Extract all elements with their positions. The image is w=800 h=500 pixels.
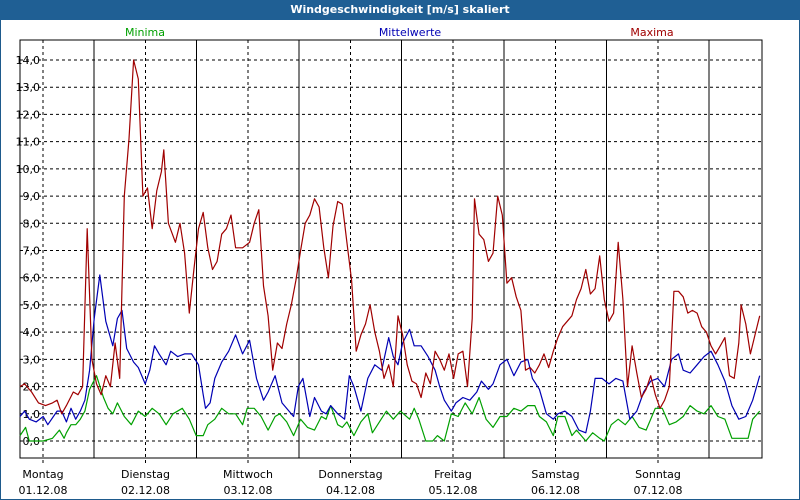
x-tick-date: 03.12.08 <box>224 484 273 497</box>
legend-mittelwerte: Mittelwerte <box>379 26 442 39</box>
x-tick-weekday: Montag <box>22 468 63 481</box>
y-tick-label: 13,0 <box>16 81 41 94</box>
x-tick-date: 07.12.08 <box>634 484 683 497</box>
y-tick-label: 9,0 <box>23 190 41 203</box>
y-tick-label: 1,0 <box>23 408 41 421</box>
x-tick-weekday: Samstag <box>531 468 579 481</box>
y-tick-label: 3,0 <box>23 353 41 366</box>
series-line-mittelwerte <box>19 274 761 434</box>
y-tick-label: 14,0 <box>16 54 41 67</box>
y-tick-label: 8,0 <box>23 217 41 230</box>
y-tick-label: 5,0 <box>23 299 41 312</box>
legend-minima: Minima <box>125 26 165 39</box>
x-tick-date: 01.12.08 <box>19 484 68 497</box>
x-tick-weekday: Sonntag <box>635 468 681 481</box>
x-tick-date: 02.12.08 <box>121 484 170 497</box>
x-tick-date: 05.12.08 <box>429 484 478 497</box>
x-tick-date: 04.12.08 <box>326 484 375 497</box>
x-tick-weekday: Freitag <box>434 468 472 481</box>
y-tick-label: 4,0 <box>23 326 41 339</box>
x-tick-date: 06.12.08 <box>531 484 580 497</box>
y-tick-label: 2,0 <box>23 381 41 394</box>
plot-area <box>19 39 763 459</box>
window-title: Windgeschwindigkeit [m/s] skaliert <box>0 0 800 20</box>
y-tick-label: 12,0 <box>16 108 41 121</box>
y-tick-label: 7,0 <box>23 245 41 258</box>
x-tick-weekday: Dienstag <box>121 468 170 481</box>
series-line-maxima <box>19 59 761 415</box>
x-tick-weekday: Mittwoch <box>223 468 273 481</box>
y-tick-label: 10,0 <box>16 163 41 176</box>
x-tick-weekday: Donnerstag <box>318 468 382 481</box>
series-line-minima <box>19 375 761 442</box>
y-tick-label: 11,0 <box>16 136 41 149</box>
y-tick-label: 6,0 <box>23 272 41 285</box>
legend-maxima: Maxima <box>630 26 673 39</box>
